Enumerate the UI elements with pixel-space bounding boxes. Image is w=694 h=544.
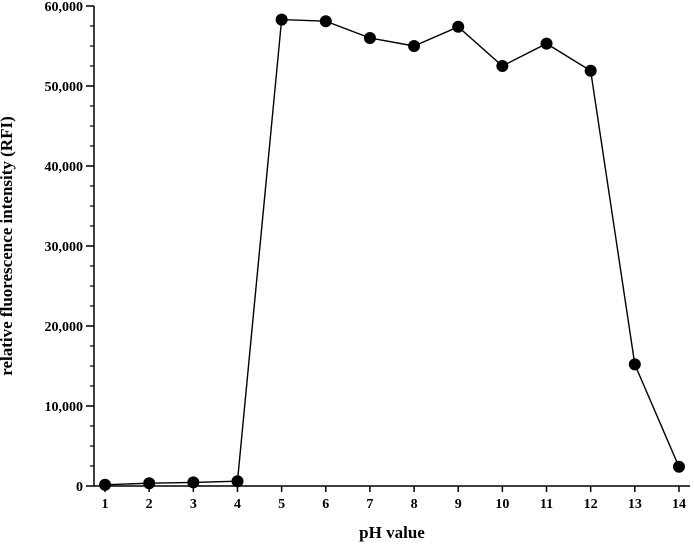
data-point: [275, 13, 288, 26]
data-point: [584, 64, 597, 77]
data-point: [363, 32, 376, 44]
x-tick-label: 2: [146, 497, 153, 512]
y-tick-label: 60,000: [45, 0, 84, 15]
y-axis-title: relative fluorescence intensity (RFI): [0, 116, 16, 376]
y-tick-label: 50,000: [45, 80, 84, 95]
x-tick-label: 7: [366, 497, 373, 512]
data-point: [99, 478, 112, 491]
x-tick-label: 6: [322, 497, 329, 512]
axes: [93, 6, 690, 487]
x-tick-label: 4: [234, 497, 241, 512]
x-tick-label: 9: [455, 497, 462, 512]
data-point: [231, 475, 244, 488]
y-tick-label: 40,000: [45, 160, 84, 175]
x-tick-label: 8: [411, 497, 418, 512]
data-point: [408, 40, 421, 52]
y-tick-label: 20,000: [45, 320, 84, 335]
data-point: [143, 477, 156, 490]
series-layer: [99, 13, 685, 491]
series-line: [105, 18, 680, 486]
x-tick-label: 12: [584, 497, 598, 512]
x-tick-label: 3: [190, 497, 197, 512]
y-tick-label: 0: [76, 480, 83, 495]
data-point: [187, 476, 200, 489]
data-point: [628, 358, 641, 371]
data-point: [452, 20, 465, 33]
data-point: [319, 15, 332, 28]
x-tick-label: 5: [278, 497, 285, 512]
x-tick-label: 13: [628, 497, 642, 512]
y-axis-ticks: 0 10,000 20,000 30,000 40,000 50,000 60,000: [45, 0, 94, 495]
y-tick-label: 10,000: [45, 400, 84, 415]
y-tick-label: 30,000: [45, 240, 84, 255]
data-point: [672, 460, 685, 473]
x-tick-label: 1: [102, 497, 109, 512]
x-tick-label: 11: [540, 497, 553, 512]
data-point: [496, 60, 509, 72]
x-tick-label: 14: [672, 497, 686, 512]
x-tick-label: 10: [495, 497, 509, 512]
x-axis-title: pH value: [359, 523, 425, 542]
data-point: [540, 37, 553, 50]
x-axis-ticks: 1 2 3 4 5 6 7 8 9 10 11 12 13 14: [102, 486, 686, 512]
